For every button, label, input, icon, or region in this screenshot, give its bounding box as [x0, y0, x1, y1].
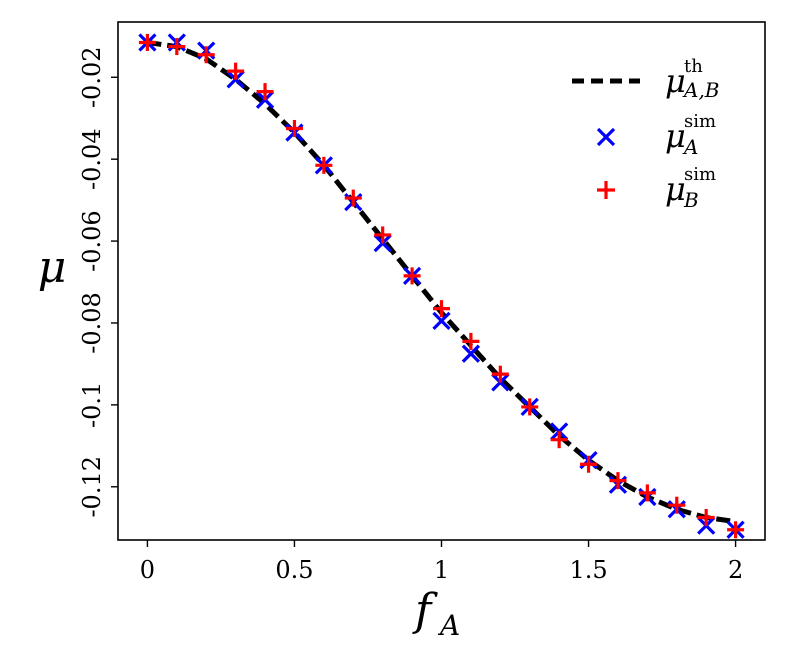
series-theory-line: [147, 40, 736, 525]
legend-entry-sim-b: μ sim B: [597, 164, 716, 212]
legend-sim-a-sup: sim: [684, 111, 716, 132]
legend-entry-theory: μ th A,B: [572, 56, 720, 102]
series-sim-b-point: [403, 267, 421, 285]
legend-sim-b-sup: sim: [684, 164, 716, 185]
x-tick-label: 2: [728, 556, 743, 584]
y-tick-label: -0.06: [78, 210, 106, 272]
series-sim-b-point: [433, 300, 450, 318]
y-tick-label: -0.1: [78, 382, 106, 428]
series-sim-b-point: [550, 431, 568, 449]
series-sim-b-point: [697, 508, 715, 526]
series-sim-b-point: [462, 332, 480, 350]
series-sim-b-point: [727, 521, 745, 539]
series-sim-b-point: [609, 472, 627, 490]
x-tick-label: 1: [434, 556, 449, 584]
x-tick-label: 0: [140, 556, 155, 584]
legend-sim-a-sub: A: [682, 135, 698, 159]
series-sim-b-point: [138, 33, 156, 51]
legend-x-marker: [596, 127, 616, 147]
series-sim-b-point: [580, 455, 598, 473]
series-sim-b-point: [521, 398, 539, 416]
series-sim-a-point: [461, 344, 481, 363]
x-axis-label: f: [412, 585, 438, 636]
legend-plus-marker: [597, 181, 615, 199]
axes-layer: 0 0.5 1 1.5 2 -0.02 -0.04 -0.06 -0.08 -0.1 -0.12: [78, 47, 743, 584]
series-sim-b-point: [197, 46, 215, 64]
legend-sim-b-symbol: μ: [665, 170, 686, 208]
legend: μ th A,B μ sim A μ sim B: [572, 56, 720, 212]
series-sim-b-point: [491, 365, 509, 383]
series-sim-b-point: [638, 484, 656, 502]
y-axis-label: μ: [38, 242, 67, 293]
legend-sim-a-symbol: μ: [665, 117, 686, 155]
legend-theory-sub: A,B: [682, 78, 720, 102]
legend-theory-sup: th: [684, 56, 703, 77]
series-sim-b-point: [256, 83, 274, 101]
series-sim-b-point: [668, 496, 686, 514]
legend-sim-b-sub: B: [683, 188, 699, 212]
series-sim-b-point: [227, 62, 245, 80]
series-sim-b-point: [315, 156, 333, 174]
x-axis-label-subscript: A: [437, 609, 460, 642]
y-tick-label: -0.04: [78, 128, 106, 190]
y-tick-label: -0.08: [78, 292, 106, 354]
series-sim-b-point: [374, 226, 392, 244]
legend-entry-sim-a: μ sim A: [596, 111, 716, 159]
plot-data-layer: [138, 33, 745, 539]
x-tick-label: 0.5: [275, 556, 313, 584]
legend-theory-symbol: μ: [665, 62, 686, 100]
series-sim-b-point: [344, 189, 362, 207]
x-tick-label: 1.5: [569, 556, 607, 584]
y-tick-label: -0.02: [78, 47, 106, 109]
series-sim-b-point: [285, 119, 303, 137]
y-tick-label: -0.12: [78, 456, 106, 518]
series-sim-b-point: [168, 38, 186, 56]
series-sim-a-point: [432, 311, 451, 331]
